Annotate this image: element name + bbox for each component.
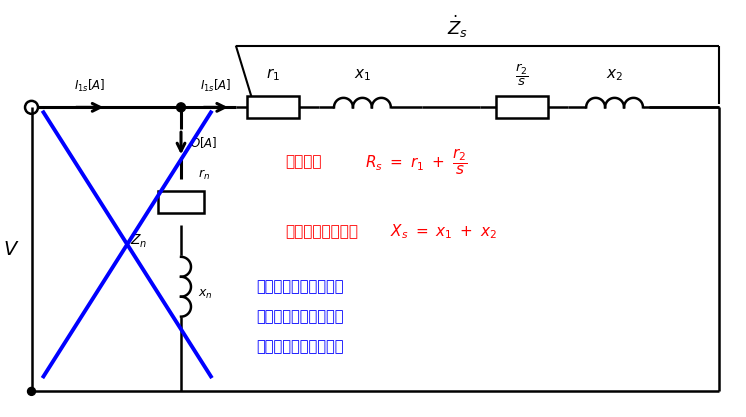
Text: 電流が流れているけど: 電流が流れているけど (256, 309, 343, 324)
Text: $R_s\ =\ r_1\ +\ \dfrac{r_2}{s}$: $R_s\ =\ r_1\ +\ \dfrac{r_2}{s}$ (366, 147, 468, 177)
Text: リアタタンス分：: リアタタンス分： (286, 224, 359, 239)
Text: 少ないので無視できる: 少ないので無視できる (256, 339, 343, 354)
Text: $\dot{Z}_n$: $\dot{Z}_n$ (131, 229, 148, 250)
Text: $\dfrac{r_2}{s}$: $\dfrac{r_2}{s}$ (515, 63, 529, 88)
Circle shape (28, 387, 36, 395)
Bar (496, 96, 548, 118)
Text: 厳密には励磁回路にも: 厳密には励磁回路にも (256, 279, 343, 294)
Text: $X_s\ =\ x_1\ +\ x_2$: $X_s\ =\ x_1\ +\ x_2$ (390, 223, 498, 241)
Circle shape (177, 103, 186, 112)
Text: $I_{1s}[A]$: $I_{1s}[A]$ (200, 78, 232, 94)
Text: $\dot{Z}_s$: $\dot{Z}_s$ (447, 13, 468, 40)
Text: $x_1$: $x_1$ (354, 68, 371, 83)
Bar (247, 96, 298, 118)
Text: $r_n$: $r_n$ (198, 168, 210, 182)
Text: $x_n$: $x_n$ (198, 288, 213, 301)
Text: $x_2$: $x_2$ (606, 68, 623, 83)
Text: 抗抗分：: 抗抗分： (286, 155, 322, 170)
Text: $r_1$: $r_1$ (266, 67, 280, 83)
Bar (158, 191, 204, 213)
Text: $O[A]$: $O[A]$ (190, 135, 218, 150)
Text: $I_{1s}[A]$: $I_{1s}[A]$ (74, 78, 105, 94)
Text: $V$: $V$ (3, 240, 19, 259)
